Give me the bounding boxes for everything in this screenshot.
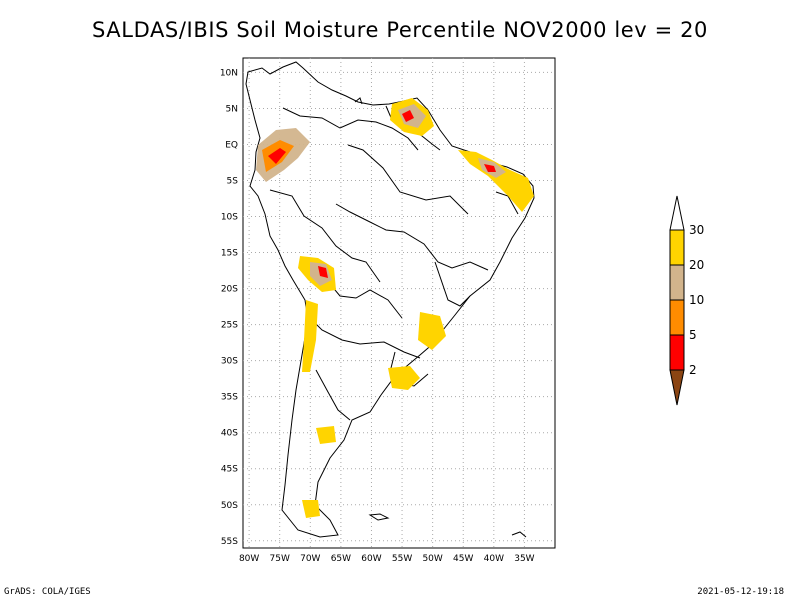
islands (354, 97, 527, 538)
lat-tick-label: 5N (226, 104, 238, 114)
legend-swatch-5-10 (669, 299, 685, 336)
legend-label-30: 30 (689, 223, 704, 237)
legend-label-20: 20 (689, 258, 704, 272)
lon-tick-label: 65W (331, 554, 351, 564)
lat-tick-label: 10N (220, 68, 238, 78)
lon-tick-label: 50W (422, 554, 442, 564)
footer-credit: GrADS: COLA/IGES (4, 587, 91, 597)
lat-tick-label: 25S (221, 321, 238, 331)
percentile-shading (256, 98, 534, 518)
map-title: SALDAS/IBIS Soil Moisture Percentile NOV… (91, 18, 709, 42)
lat-tick-label: 40S (221, 429, 238, 439)
lat-tick-label: 55S (221, 537, 238, 547)
shade-bolivia-red (318, 266, 328, 278)
lon-tick-label: 75W (270, 554, 290, 564)
shade-colombia-red (268, 148, 286, 164)
legend-swatch-20-30 (669, 229, 685, 266)
legend-swatch-2-5 (669, 334, 685, 371)
lon-tick-label: 80W (239, 554, 259, 564)
legend-swatch-below-2 (669, 369, 685, 406)
longitude-labels: 80W 75W 70W 65W 60W 55W 50W 45W 40W 35W (239, 554, 535, 564)
shade-guyana-red (402, 110, 414, 122)
legend-swatch-10-20 (669, 264, 685, 301)
lon-tick-label: 40W (484, 554, 504, 564)
lat-tick-label: 30S (221, 357, 238, 367)
shade-ne-brazil-red (484, 164, 496, 172)
shade-south-tip (302, 500, 320, 518)
lat-tick-label: 5S (227, 177, 239, 187)
shade-chile-strip (302, 300, 318, 372)
lat-tick-label: 20S (221, 285, 238, 295)
legend-colorbar: 30 20 10 5 2 (669, 195, 704, 406)
lat-tick-label: 10S (221, 213, 238, 223)
legend-swatch-above-30 (669, 195, 685, 231)
shade-patagonia (316, 426, 336, 444)
shade-uruguay (388, 366, 420, 390)
legend-label-5: 5 (689, 328, 697, 342)
map-frame (242, 57, 556, 549)
lat-tick-label: 15S (221, 249, 238, 259)
lon-tick-label: 45W (453, 554, 473, 564)
lon-tick-label: 35W (514, 554, 534, 564)
lat-tick-label: 45S (221, 465, 238, 475)
lat-tick-label: 35S (221, 393, 238, 403)
legend-label-2: 2 (689, 363, 697, 377)
footer-timestamp: 2021-05-12-19:18 (697, 587, 784, 597)
lon-tick-label: 70W (300, 554, 320, 564)
shade-south-brazil (418, 312, 446, 350)
legend-label-10: 10 (689, 293, 704, 307)
lat-tick-label: 50S (221, 501, 238, 511)
shade-ne-brazil (458, 150, 534, 212)
latitude-labels: 10N 5N EQ 5S 10S 15S 20S 25S 30S 35S 40S 45S 50S 55S (220, 68, 238, 546)
lon-tick-label: 60W (361, 554, 381, 564)
lat-tick-label: EQ (225, 140, 238, 150)
lon-tick-label: 55W (392, 554, 412, 564)
